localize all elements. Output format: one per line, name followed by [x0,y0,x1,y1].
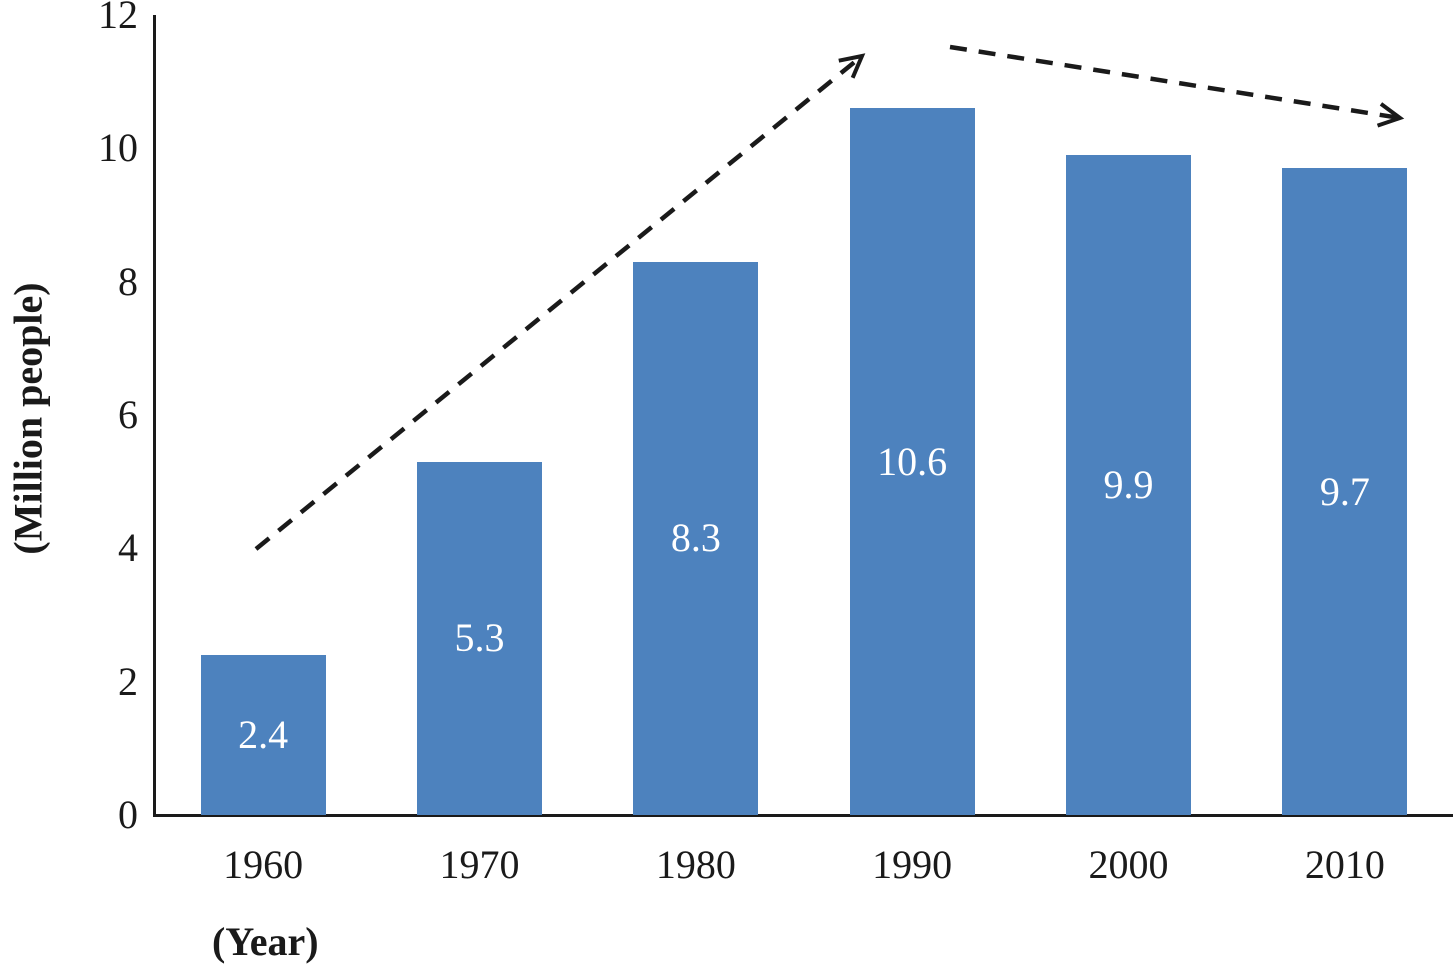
declining-trend-arrow [949,44,1405,128]
y-tick-label: 8 [118,258,138,304]
y-tick-label: 4 [118,525,138,571]
bar-value-label: 5.3 [454,615,505,661]
bar-value-label: 9.9 [1103,462,1154,507]
rising-trend-arrow [254,53,866,551]
y-tick-label: 0 [118,792,138,837]
x-axis-title: (Year) [212,919,319,964]
bar-value-label: 8.3 [670,515,721,561]
y-tick-label: 12 [98,0,138,37]
x-tick-label-1970: 1970 [439,842,520,887]
bar-value-label: 2.4 [238,712,289,757]
x-tick-label-1960: 1960 [223,842,304,887]
y-tick-label: 2 [118,658,138,704]
bar-value-label: 9.7 [1319,468,1370,514]
bar-1960: 2.4 [200,655,326,815]
x-tick-label-1980: 1980 [655,842,736,887]
y-tick-label: 10 [98,125,138,171]
bar-2000: 9.9 [1066,155,1191,815]
x-axis-line [153,814,1453,817]
bar-value-label: 10.6 [877,438,948,484]
bar-1990: 10.6 [849,108,975,815]
bar-1970: 5.3 [417,461,542,815]
y-axis-line [153,15,156,816]
y-tick-label: 6 [118,392,138,437]
bar-2010: 9.7 [1282,168,1408,815]
x-tick-label-1990: 1990 [872,842,953,887]
x-tick-label-2010: 2010 [1304,842,1385,887]
x-tick-label-2000: 2000 [1088,842,1169,887]
bar-1980: 8.3 [633,261,759,815]
